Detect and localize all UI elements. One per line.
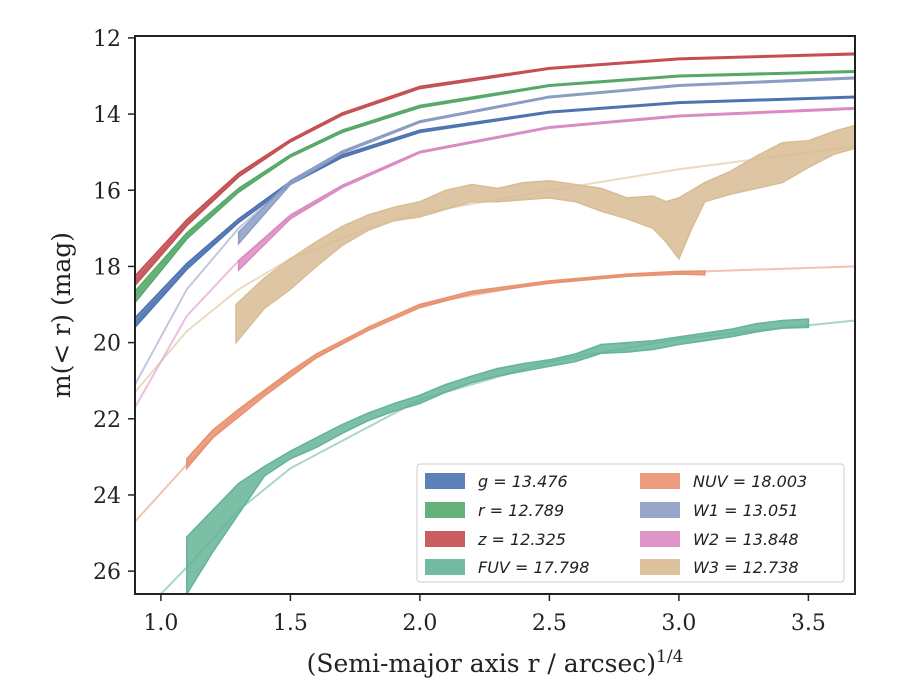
series-band — [135, 69, 855, 304]
legend-item: g = 13.476 — [425, 472, 568, 491]
legend-swatch — [425, 531, 465, 547]
series-layer — [135, 52, 855, 594]
x-tick-label: 1.5 — [273, 611, 308, 636]
legend-swatch — [640, 473, 680, 489]
y-tick-label: 24 — [93, 484, 121, 509]
series-band — [237, 76, 855, 246]
x-axis-label-superscript: 1/4 — [656, 647, 683, 667]
x-axis-label-text: (Semi-major axis r / arcsec) — [307, 649, 656, 678]
legend-item: NUV = 18.003 — [640, 472, 807, 491]
series-group — [135, 106, 855, 408]
series-group — [135, 124, 855, 393]
legend-label: g = 13.476 — [478, 472, 568, 491]
series-group — [135, 69, 855, 304]
legend-item: z = 12.325 — [425, 530, 566, 549]
series-band — [186, 270, 706, 471]
series-band — [135, 52, 855, 287]
x-axis-label: (Semi-major axis r / arcsec)1/4 — [307, 647, 684, 678]
legend-swatch — [640, 502, 680, 518]
legend-item: W3 = 12.738 — [640, 558, 799, 577]
y-tick-label: 22 — [93, 408, 121, 433]
x-tick-label: 2.5 — [532, 611, 567, 636]
plot-frame — [134, 35, 856, 595]
x-tick-label: 3.0 — [661, 611, 696, 636]
series-group — [135, 265, 855, 523]
legend-label: z = 12.325 — [477, 530, 566, 549]
series-group — [135, 76, 855, 385]
series-band — [135, 95, 855, 329]
y-tick-label: 26 — [93, 560, 121, 585]
legend: g = 13.476 r = 12.789 z = 12.325 FUV = 17.7… — [416, 463, 845, 583]
legend-item: FUV = 17.798 — [425, 558, 589, 577]
legend-label: W2 = 13.848 — [693, 530, 799, 549]
legend-frame — [416, 463, 845, 583]
legend-label: FUV = 17.798 — [478, 558, 589, 577]
legend-item: r = 12.789 — [425, 501, 564, 520]
legend-item: W1 = 13.051 — [640, 501, 799, 520]
legend-label: W1 = 13.051 — [693, 501, 799, 520]
legend-label: W3 = 12.738 — [693, 558, 799, 577]
y-axis-label: m(< r) (mag) — [47, 232, 76, 398]
legend-swatch — [425, 473, 465, 489]
x-axis: 1.0 1.5 2.0 2.5 3.0 3.5 — [143, 594, 826, 636]
y-tick-label: 14 — [93, 103, 121, 128]
y-axis: 12 14 16 18 20 22 24 26 — [93, 27, 135, 585]
x-tick-label: 2.0 — [402, 611, 437, 636]
series-band — [186, 318, 810, 594]
legend-swatch — [425, 559, 465, 575]
series-group — [135, 95, 855, 329]
legend-swatch — [425, 502, 465, 518]
y-tick-label: 12 — [93, 27, 121, 52]
y-tick-label: 18 — [93, 255, 121, 280]
series-group — [135, 52, 855, 287]
series-band — [235, 124, 855, 345]
legend-swatch — [640, 531, 680, 547]
series-group — [159, 318, 855, 594]
x-tick-label: 1.0 — [143, 611, 178, 636]
legend-item: W2 = 13.848 — [640, 530, 799, 549]
legend-label: r = 12.789 — [478, 501, 564, 520]
legend-label: NUV = 18.003 — [693, 472, 807, 491]
y-tick-label: 20 — [93, 332, 121, 357]
y-tick-label: 16 — [93, 179, 121, 204]
series-band — [237, 106, 855, 273]
legend-swatch — [640, 559, 680, 575]
x-tick-label: 3.5 — [791, 611, 826, 636]
